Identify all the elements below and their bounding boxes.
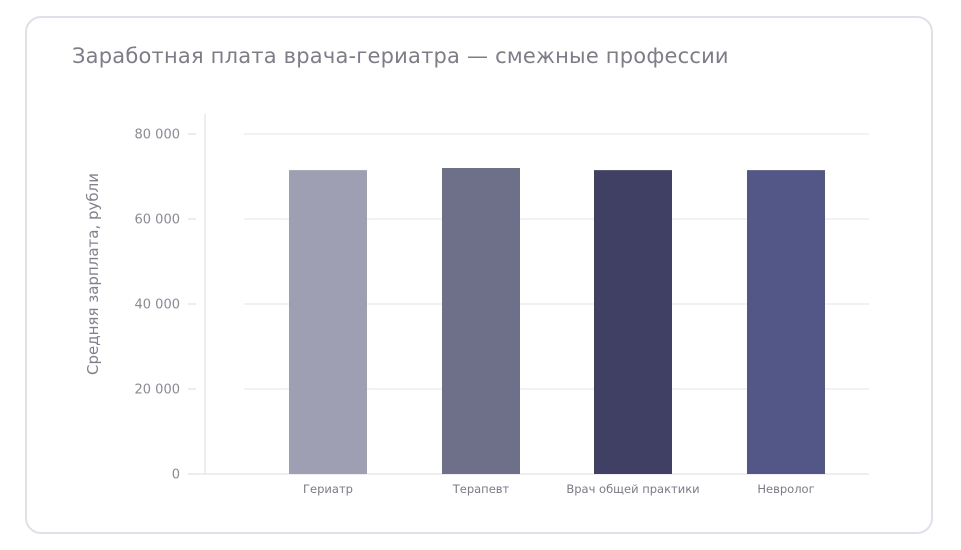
y-tick-labels: 0 20 000 40 000 60 000 80 000 <box>135 128 181 483</box>
x-category-label: Гериатр <box>303 482 353 496</box>
y-tick-label: 80 000 <box>135 128 181 143</box>
y-tick-label: 20 000 <box>135 383 181 398</box>
bar <box>289 170 367 474</box>
y-tick-label: 40 000 <box>135 298 181 313</box>
x-category-label: Терапевт <box>452 482 510 496</box>
y-tick-label: 0 <box>172 468 180 483</box>
bar <box>747 170 825 474</box>
chart-title: Заработная плата врача-гериатра — смежны… <box>72 44 729 68</box>
x-category-labels: Гериатр Терапевт Врач общей практики Неврол… <box>303 482 815 496</box>
x-category-label: Врач общей практики <box>566 482 699 496</box>
bar <box>594 170 672 474</box>
bar <box>442 168 520 474</box>
x-category-label: Невролог <box>757 482 814 496</box>
y-tick-label: 60 000 <box>135 213 181 228</box>
y-axis-label: Средняя зарплата, рубли <box>84 173 102 375</box>
bars <box>289 168 825 474</box>
